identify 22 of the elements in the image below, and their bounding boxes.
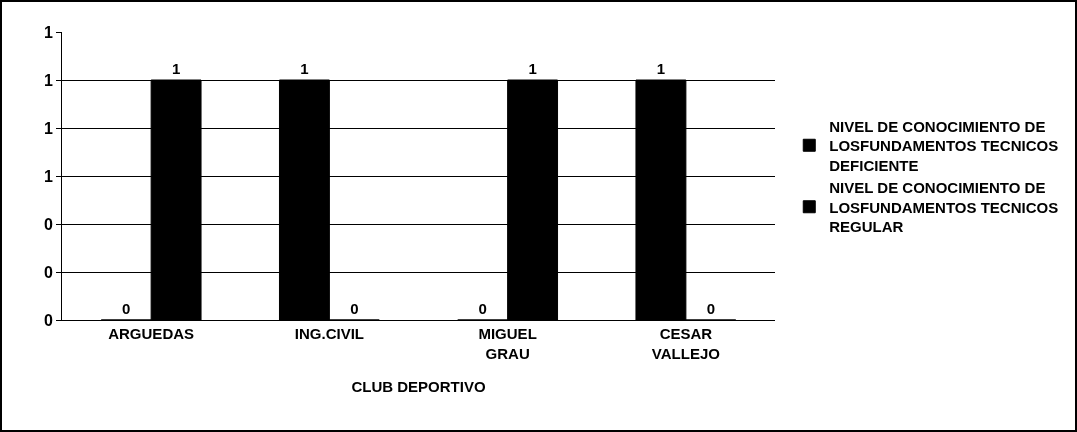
- data-label: 1: [171, 60, 181, 77]
- x-tick-label: CESAR VALLEJO: [651, 325, 721, 362]
- y-tick-label: 1: [43, 71, 53, 89]
- y-tick-label: 0: [43, 215, 53, 233]
- data-label: 0: [122, 300, 131, 317]
- x-tick-label: ARGUEDAS: [108, 325, 195, 342]
- data-label: 0: [478, 300, 487, 317]
- y-tick-label: 1: [43, 23, 53, 41]
- legend-label: NIVEL DE CONOCIMIENTO DE LOSFUNDAMENTOS TECNICOS DEFICIENTE: [829, 117, 1059, 174]
- data-label: 1: [300, 60, 309, 77]
- x-tick-label: ING.CIVIL: [294, 325, 364, 342]
- data-label: 1: [528, 60, 537, 77]
- y-tick-label: 1: [43, 167, 53, 185]
- data-label: 0: [350, 300, 359, 317]
- y-tick-label: 0: [43, 311, 53, 329]
- data-label: 0: [706, 300, 716, 317]
- data-label: 1: [656, 60, 666, 77]
- y-tick-label: 0: [43, 263, 53, 281]
- x-axis-title: CLUB DEPORTIVO: [351, 377, 486, 395]
- x-tick-label: MIGUEL GRAU: [478, 325, 537, 362]
- y-tick-label: 1: [43, 119, 53, 137]
- legend-label: NIVEL DE CONOCIMIENTO DE LOSFUNDAMENTOS TECNICOS REGULAR: [829, 179, 1059, 236]
